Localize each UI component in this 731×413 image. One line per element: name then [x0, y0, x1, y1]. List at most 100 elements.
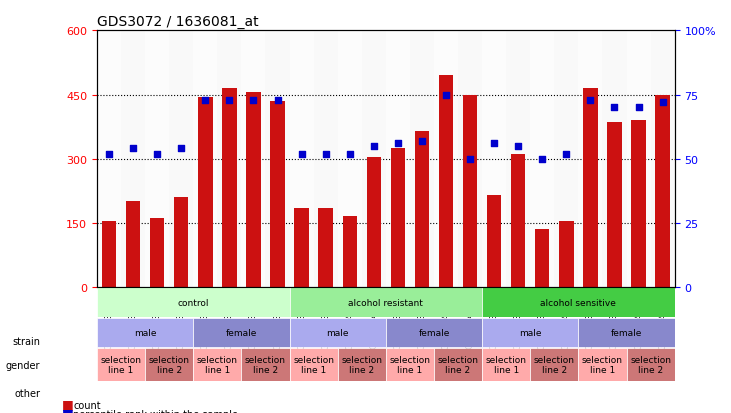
Text: selection
line 1: selection line 1	[197, 355, 238, 375]
Text: selection
line 2: selection line 2	[630, 355, 671, 375]
Bar	[198, 97, 213, 287]
Point	[127, 146, 139, 152]
FancyBboxPatch shape	[145, 349, 193, 381]
Bar	[150, 219, 164, 287]
Bar	[295, 208, 308, 287]
Point	[175, 146, 187, 152]
Bar	[434, 31, 458, 287]
Bar	[626, 31, 651, 287]
Point	[656, 100, 668, 106]
Bar	[602, 31, 626, 287]
Bar	[366, 157, 381, 287]
Point	[296, 151, 308, 157]
FancyBboxPatch shape	[193, 349, 241, 381]
Bar	[463, 95, 477, 287]
Text: selection
line 2: selection line 2	[341, 355, 382, 375]
Text: count: count	[73, 400, 101, 410]
Text: selection
line 2: selection line 2	[438, 355, 479, 375]
Bar	[632, 121, 645, 287]
Bar	[482, 31, 506, 287]
Text: selection
line 1: selection line 1	[485, 355, 526, 375]
Point	[248, 97, 260, 104]
Bar	[265, 31, 289, 287]
Bar	[511, 155, 526, 287]
Bar	[169, 31, 193, 287]
FancyBboxPatch shape	[530, 349, 578, 381]
Bar	[458, 31, 482, 287]
Point	[200, 97, 211, 104]
Text: male: male	[519, 328, 542, 337]
Point	[512, 143, 524, 150]
Bar	[343, 217, 357, 287]
Text: male: male	[134, 328, 156, 337]
Bar	[338, 31, 362, 287]
Text: selection
line 1: selection line 1	[101, 355, 142, 375]
Text: strain: strain	[12, 336, 40, 346]
Text: ■: ■	[62, 406, 74, 413]
Bar	[102, 221, 116, 287]
Point	[633, 105, 645, 112]
Point	[392, 140, 404, 147]
Bar	[578, 31, 602, 287]
Bar	[246, 93, 261, 287]
Point	[368, 143, 379, 150]
Bar	[414, 132, 429, 287]
FancyBboxPatch shape	[386, 318, 482, 347]
FancyBboxPatch shape	[289, 288, 482, 317]
Text: selection
line 1: selection line 1	[390, 355, 431, 375]
Text: control: control	[178, 298, 209, 307]
Text: selection
line 2: selection line 2	[534, 355, 575, 375]
Bar	[554, 31, 578, 287]
FancyBboxPatch shape	[482, 288, 675, 317]
Bar	[241, 31, 265, 287]
Bar	[174, 198, 189, 287]
FancyBboxPatch shape	[289, 318, 386, 347]
Point	[488, 140, 500, 147]
Text: selection
line 1: selection line 1	[582, 355, 623, 375]
FancyBboxPatch shape	[482, 349, 530, 381]
Bar	[319, 208, 333, 287]
Point	[537, 156, 548, 163]
FancyBboxPatch shape	[578, 318, 675, 347]
FancyBboxPatch shape	[97, 288, 289, 317]
Point	[609, 105, 621, 112]
Bar	[362, 31, 386, 287]
Bar	[487, 195, 501, 287]
Point	[416, 138, 428, 145]
Bar	[193, 31, 217, 287]
Bar	[222, 89, 237, 287]
Bar	[535, 230, 550, 287]
Point	[344, 151, 355, 157]
Bar	[97, 31, 121, 287]
Bar	[270, 102, 285, 287]
FancyBboxPatch shape	[482, 318, 578, 347]
Text: selection
line 2: selection line 2	[148, 355, 190, 375]
Point	[320, 151, 332, 157]
Bar	[506, 31, 530, 287]
Point	[272, 97, 284, 104]
FancyBboxPatch shape	[626, 349, 675, 381]
Bar	[656, 95, 670, 287]
FancyBboxPatch shape	[97, 318, 193, 347]
Text: alcohol resistant: alcohol resistant	[349, 298, 423, 307]
Bar	[530, 31, 554, 287]
Text: ■: ■	[62, 397, 74, 410]
Bar	[314, 31, 338, 287]
FancyBboxPatch shape	[578, 349, 626, 381]
FancyBboxPatch shape	[193, 318, 289, 347]
Bar	[145, 31, 169, 287]
Point	[103, 151, 115, 157]
Text: female: female	[611, 328, 643, 337]
Bar	[121, 31, 145, 287]
Point	[151, 151, 163, 157]
FancyBboxPatch shape	[241, 349, 289, 381]
Bar	[607, 123, 621, 287]
Bar	[126, 202, 140, 287]
Text: female: female	[418, 328, 450, 337]
Bar	[289, 31, 314, 287]
Bar	[217, 31, 241, 287]
FancyBboxPatch shape	[289, 349, 338, 381]
Point	[561, 151, 572, 157]
Text: selection
line 2: selection line 2	[245, 355, 286, 375]
Bar	[410, 31, 434, 287]
